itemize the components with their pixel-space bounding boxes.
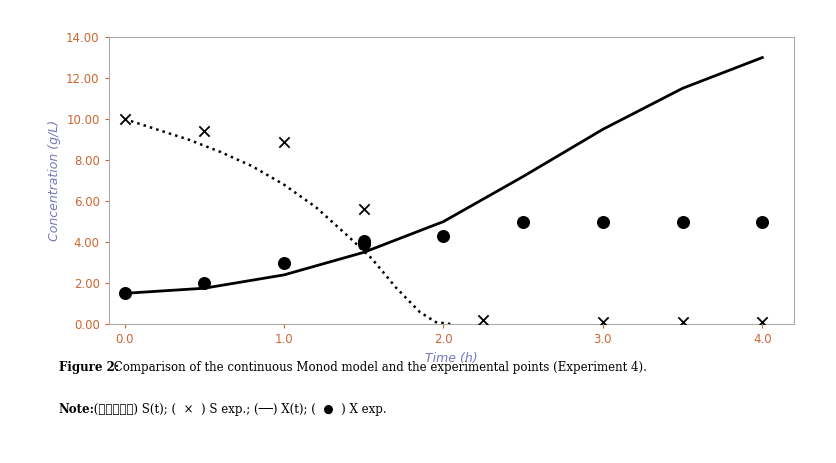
Text: (⋯⋯⋯⋯⋯) S(t); (  ×  ) S exp.; (──) X(t); (  ●  ) X exp.: (⋯⋯⋯⋯⋯) S(t); ( × ) S exp.; (──) X(t); (… — [90, 403, 387, 416]
Point — [197, 128, 211, 135]
Point — [756, 218, 769, 225]
Point — [118, 115, 131, 123]
Text: Figure 2:: Figure 2: — [59, 361, 119, 374]
Point — [278, 259, 291, 266]
Point — [357, 238, 370, 245]
Point — [357, 240, 370, 248]
X-axis label: Time (h): Time (h) — [426, 352, 477, 365]
Point — [517, 218, 530, 225]
Point — [278, 138, 291, 145]
Point — [676, 319, 690, 326]
Text: Note:: Note: — [59, 403, 94, 416]
Point — [676, 218, 690, 225]
Point — [436, 232, 450, 240]
Point — [118, 290, 131, 297]
Y-axis label: Concentration (g/L): Concentration (g/L) — [48, 120, 60, 241]
Point — [477, 316, 490, 324]
Point — [756, 319, 769, 326]
Text: Comparison of the continuous Monod model and the experimental points (Experiment: Comparison of the continuous Monod model… — [110, 361, 647, 374]
Point — [357, 206, 370, 213]
Point — [197, 279, 211, 287]
Point — [596, 319, 609, 326]
Point — [596, 218, 609, 225]
